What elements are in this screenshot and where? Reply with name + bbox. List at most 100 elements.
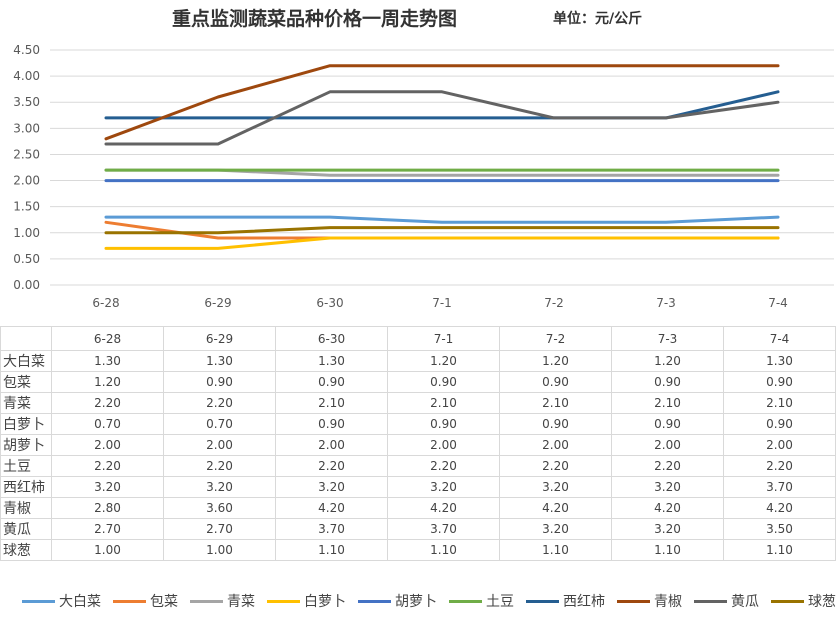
table-cell: 2.20	[275, 455, 388, 477]
x-tick-label: 6-30	[316, 296, 343, 310]
table-cell: 2.00	[723, 434, 836, 456]
table-cell: 0.90	[275, 413, 388, 435]
line-chart: 0.00 0.50 1.00 1.50 2.00 2.50 3.00 3.50 4.00 4.50…	[13, 43, 834, 310]
table-cell: 3.20	[163, 476, 276, 498]
table-cell: 0.90	[163, 371, 276, 393]
table-row-label: 黄瓜	[0, 518, 52, 540]
table-cell: 1.20	[611, 350, 724, 372]
table-cell: 4.20	[499, 497, 612, 519]
table-row: 白萝卜 0.70 0.70 0.90 0.90 0.90 0.90 0.90	[0, 413, 836, 435]
table-cell: 0.90	[387, 413, 500, 435]
table-row-label: 胡萝卜	[0, 434, 52, 456]
y-tick-label: 3.00	[13, 121, 40, 135]
table-corner	[0, 326, 52, 351]
legend-swatch	[771, 599, 804, 603]
series-lines	[104, 64, 780, 250]
x-tick-label: 6-28	[92, 296, 119, 310]
series-line	[104, 90, 780, 120]
table-cell: 3.60	[163, 497, 276, 519]
legend-item: 西红柿	[526, 591, 605, 611]
legend-item: 球葱	[771, 591, 836, 611]
x-tick-label: 7-3	[656, 296, 676, 310]
table-header-cell: 7-1	[387, 326, 500, 351]
table-cell: 0.90	[611, 413, 724, 435]
legend-label: 包菜	[150, 594, 178, 610]
series-line	[104, 226, 780, 235]
x-tick-label: 7-4	[768, 296, 788, 310]
legend-label: 球葱	[808, 594, 836, 610]
x-tick-label: 7-1	[432, 296, 452, 310]
y-tick-label: 3.50	[13, 95, 40, 109]
legend-label: 西红柿	[563, 594, 605, 610]
table-cell: 1.00	[163, 539, 276, 561]
table-header-cell: 6-29	[163, 326, 276, 351]
table-cell: 0.70	[163, 413, 276, 435]
legend-swatch	[113, 599, 146, 603]
y-tick-label: 1.50	[13, 200, 40, 214]
legend-item: 白萝卜	[267, 591, 346, 611]
table-cell: 2.70	[163, 518, 276, 540]
table-cell: 3.20	[499, 518, 612, 540]
legend-item: 包菜	[113, 591, 178, 611]
y-tick-label: 0.50	[13, 252, 40, 266]
table-cell: 3.70	[387, 518, 500, 540]
y-tick-label: 4.50	[13, 43, 40, 57]
table-cell: 1.10	[275, 539, 388, 561]
table-row: 黄瓜 2.70 2.70 3.70 3.70 3.20 3.20 3.50	[0, 518, 836, 540]
table-cell: 3.70	[723, 476, 836, 498]
chart-title: 重点监测蔬菜品种价格一周走势图	[172, 8, 458, 30]
table-header-cell: 7-3	[611, 326, 724, 351]
table-header-cell: 6-30	[275, 326, 388, 351]
table-cell: 2.20	[163, 392, 276, 414]
legend-swatch	[526, 599, 559, 603]
table-row-label: 包菜	[0, 371, 52, 393]
table-row: 大白菜 1.30 1.30 1.30 1.20 1.20 1.20 1.30	[0, 350, 836, 372]
table-cell: 3.20	[611, 476, 724, 498]
table-row: 球葱 1.00 1.00 1.10 1.10 1.10 1.10 1.10	[0, 539, 836, 561]
table-row-label: 大白菜	[0, 350, 52, 372]
table-cell: 1.00	[51, 539, 164, 561]
table-cell: 1.20	[387, 350, 500, 372]
legend-item: 大白菜	[22, 591, 101, 611]
table-header-cell: 6-28	[51, 326, 164, 351]
table-row: 青椒 2.80 3.60 4.20 4.20 4.20 4.20 4.20	[0, 497, 836, 519]
table-cell: 1.10	[611, 539, 724, 561]
data-table: 6-28 6-29 6-30 7-1 7-2 7-3 7-4 大白菜 1.30 1.30 1.30 1…	[0, 326, 836, 561]
table-cell: 0.90	[723, 413, 836, 435]
legend-item: 土豆	[449, 591, 514, 611]
table-cell: 1.30	[723, 350, 836, 372]
table-row-label: 白萝卜	[0, 413, 52, 435]
table-header-cell: 7-2	[499, 326, 612, 351]
table-cell: 2.20	[499, 455, 612, 477]
table-cell: 2.10	[387, 392, 500, 414]
legend-swatch	[449, 599, 482, 603]
table-cell: 3.50	[723, 518, 836, 540]
table-cell: 3.20	[499, 476, 612, 498]
table-cell: 2.20	[51, 455, 164, 477]
table-cell: 3.20	[51, 476, 164, 498]
table-cell: 2.00	[163, 434, 276, 456]
table-cell: 2.20	[387, 455, 500, 477]
table-cell: 2.80	[51, 497, 164, 519]
table-cell: 2.20	[611, 455, 724, 477]
table-cell: 2.20	[51, 392, 164, 414]
y-tick-label: 2.50	[13, 147, 40, 161]
series-line	[104, 220, 780, 240]
legend-item: 青菜	[190, 591, 255, 611]
table-cell: 0.90	[387, 371, 500, 393]
table-cell: 4.20	[387, 497, 500, 519]
series-line	[104, 64, 780, 141]
table-cell: 2.00	[275, 434, 388, 456]
table-cell: 4.20	[723, 497, 836, 519]
table-cell: 1.30	[163, 350, 276, 372]
legend-swatch	[267, 599, 300, 603]
table-cell: 1.10	[387, 539, 500, 561]
table-row: 西红柿 3.20 3.20 3.20 3.20 3.20 3.20 3.70	[0, 476, 836, 498]
table-cell: 2.10	[611, 392, 724, 414]
x-tick-label: 7-2	[544, 296, 564, 310]
y-tick-label: 2.00	[13, 174, 40, 188]
table-cell: 0.90	[499, 371, 612, 393]
table-row: 青菜 2.20 2.20 2.10 2.10 2.10 2.10 2.10	[0, 392, 836, 414]
y-axis-ticks: 0.00 0.50 1.00 1.50 2.00 2.50 3.00 3.50 4.00 4.50	[13, 43, 40, 292]
series-line	[104, 90, 780, 146]
